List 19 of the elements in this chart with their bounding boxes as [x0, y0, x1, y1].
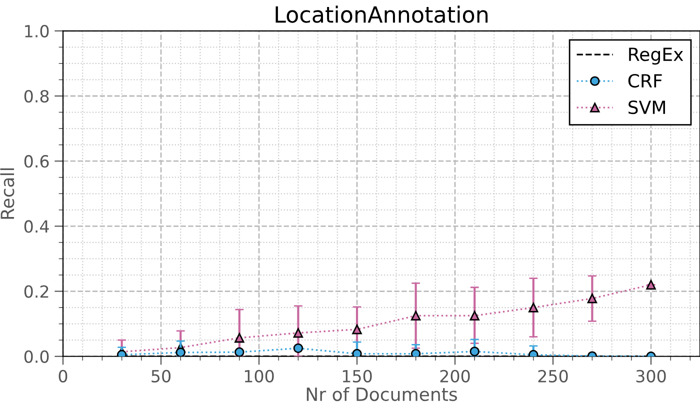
y-tick-label: 0.6	[24, 155, 49, 168]
chart-title: LocationAnnotation	[276, 6, 488, 23]
x-tick-label: 100	[244, 370, 274, 382]
y-axis-title: Recall	[0, 168, 14, 219]
x-tick-label: 0	[58, 370, 68, 382]
x-tick-label: 200	[440, 370, 470, 382]
x-tick-label: 50	[152, 370, 170, 382]
y-tick-label: 0.4	[24, 220, 49, 233]
legend-label: RegEx	[629, 48, 684, 65]
x-axis-title: Nr of Documents	[306, 387, 457, 402]
y-tick-label: 1.0	[25, 24, 49, 38]
legend-label: CRF	[628, 74, 662, 88]
x-tick-label: 150	[342, 370, 372, 382]
y-tick-label: 0.2	[24, 285, 48, 298]
y-tick-label: 0.8	[24, 90, 49, 103]
x-tick-label: 300	[636, 370, 666, 382]
x-tick-label: 250	[538, 370, 568, 382]
legend-label: SVM	[628, 100, 665, 114]
y-tick-label: 0.0	[24, 350, 49, 363]
